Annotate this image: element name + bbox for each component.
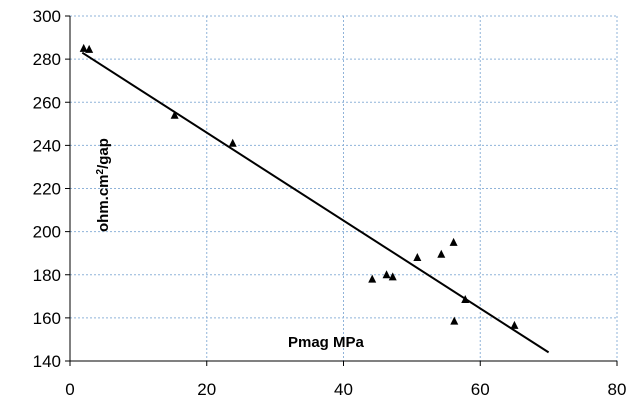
data-point: [389, 272, 397, 280]
x-tick-label: 60: [471, 380, 490, 399]
x-axis-label: Pmag MPa: [288, 334, 365, 351]
trendline-layer: [82, 53, 548, 353]
x-tick-label: 40: [334, 380, 353, 399]
y-tick-label: 160: [33, 309, 61, 328]
data-point: [437, 250, 445, 258]
y-tick-label: 220: [33, 180, 61, 199]
data-point: [413, 253, 421, 261]
data-point: [368, 275, 376, 283]
y-axis-label: ohm.cm2/gap: [95, 138, 113, 232]
x-tick-label: 20: [197, 380, 216, 399]
grid-lines: [70, 16, 617, 361]
data-point: [450, 238, 458, 246]
trendline: [82, 53, 548, 353]
y-tick-label: 240: [33, 136, 61, 155]
y-tick-label: 260: [33, 93, 61, 112]
y-tick-label: 300: [33, 7, 61, 26]
x-tick-label: 80: [608, 380, 627, 399]
data-point: [510, 321, 518, 329]
y-tick-label: 180: [33, 266, 61, 285]
y-tick-label: 200: [33, 223, 61, 242]
data-point: [229, 139, 237, 147]
axes: [65, 16, 617, 366]
data-points: [80, 44, 519, 329]
y-tick-label: 280: [33, 50, 61, 69]
y-tick-label: 140: [33, 352, 61, 371]
data-point: [85, 45, 93, 53]
x-tick-label: 0: [65, 380, 74, 399]
